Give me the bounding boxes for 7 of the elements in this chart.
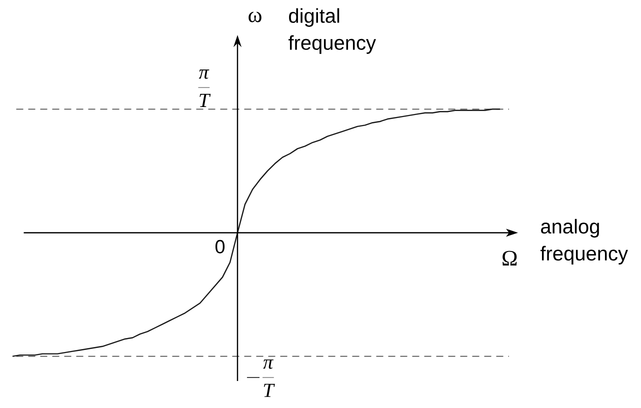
- x-axis-title: Ω: [502, 250, 517, 266]
- annotation: 0: [215, 240, 225, 254]
- y-axis-title: ω: [248, 12, 262, 22]
- ref-line-label: $-\frac{\pi}{T}$: [246, 359, 275, 397]
- text: analog frequency: [540, 218, 628, 265]
- text: digital frequency: [288, 8, 376, 54]
- ref-line-label: $\frac{\pi}{T}$: [198, 70, 211, 107]
